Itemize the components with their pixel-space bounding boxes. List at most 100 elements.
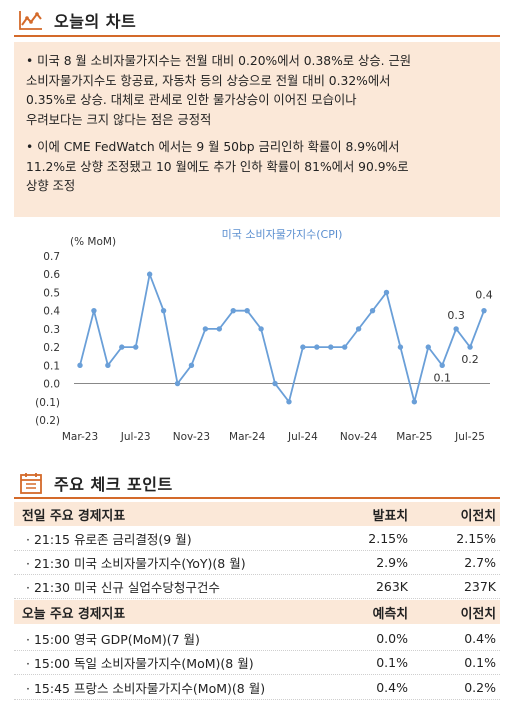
data-label: 0.1 — [433, 371, 451, 384]
summary-panel: • 미국 8 월 소비자물가지수는 전월 대비 0.20%에서 0.38%로 상… — [14, 42, 500, 217]
actual-value: 2.15% — [368, 531, 408, 546]
actual-value: 263K — [375, 579, 408, 594]
header-actual: 발표치 — [372, 508, 408, 524]
indicator-name: · 21:30 미국 소비자물가지수(YoY)(8 월) — [26, 556, 246, 571]
previous-value: 0.1% — [464, 655, 496, 670]
summary-bullet-cpi: • 미국 8 월 소비자물가지수는 전월 대비 0.20%에서 0.38%로 상… — [26, 52, 496, 130]
header-indicator: 오늘 주요 경제지표 — [22, 606, 126, 622]
bullet-line: 우려보다는 크지 않다는 점은 긍정적 — [26, 112, 212, 127]
data-label: 0.3 — [447, 309, 465, 322]
indicator-name: · 21:15 유로존 금리결정(9 월) — [26, 532, 192, 547]
section-title: 주요 체크 포인트 — [54, 475, 173, 494]
x-tick-label: Mar-25 — [396, 431, 432, 443]
chart-title: 미국 소비자물가지수(CPI) — [222, 228, 343, 241]
x-tick-label: Jul-23 — [120, 431, 151, 443]
data-point — [105, 362, 111, 369]
indicator-name: · 15:00 독일 소비자물가지수(MoM)(8 월) — [26, 656, 254, 671]
bullet-line: • 이에 CME FedWatch 에서는 9 월 50bp 금리인하 확률이 … — [26, 140, 400, 154]
y-tick-label: 0.0 — [43, 379, 60, 391]
table-row: · 21:30 미국 신규 실업수당청구건수 263K 237K — [14, 575, 500, 599]
y-tick-label: 0.5 — [43, 287, 60, 299]
section-header-checkpoints: 주요 체크 포인트 — [18, 471, 173, 495]
data-point — [341, 344, 348, 350]
indicator-name: · 15:00 영국 GDP(MoM)(7 월) — [26, 632, 200, 647]
x-tick-label: Jul-24 — [287, 431, 318, 443]
data-point — [467, 344, 473, 350]
y-tick-label: 0.6 — [43, 269, 60, 281]
data-point — [369, 307, 376, 314]
section-divider — [14, 497, 500, 499]
data-point — [202, 326, 209, 332]
previous-value: 2.7% — [464, 555, 496, 570]
bullet-line: 상향 조정 — [26, 179, 76, 194]
cpi-series-line — [79, 270, 485, 404]
bullet-line: 11.2%로 상향 조정됐고 10 월에도 추가 인하 확률이 81%에서 90… — [26, 159, 409, 174]
bullet-line: • 미국 8 월 소비자물가지수는 전월 대비 0.20%에서 0.38%로 상… — [26, 54, 412, 68]
data-point — [314, 344, 320, 350]
data-point — [91, 307, 97, 314]
x-tick-label: Jul-25 — [454, 431, 485, 443]
header-forecast: 예측치 — [372, 606, 408, 622]
y-tick-label: (0.2) — [35, 415, 60, 427]
section-divider — [14, 35, 500, 37]
section-title: 오늘의 차트 — [54, 12, 137, 31]
data-point — [481, 307, 487, 314]
data-point — [439, 362, 445, 369]
table-row: · 15:45 프랑스 소비자물가지수(MoM)(8 월) 0.4% 0.2% — [14, 676, 500, 700]
previous-value: 237K — [463, 579, 496, 594]
data-point — [146, 271, 153, 277]
previous-day-indicators-table: 전일 주요 경제지표 발표치 이전치 · 21:15 유로존 금리결정(9 월)… — [14, 500, 500, 602]
today-indicators-table: 오늘 주요 경제지표 예측치 이전치 · 15:00 영국 GDP(MoM)(7… — [14, 600, 500, 705]
data-point — [425, 344, 431, 350]
indicator-name: · 21:30 미국 신규 실업수당청구건수 — [26, 580, 220, 595]
y-tick-label: 0.4 — [43, 306, 60, 318]
data-point — [230, 307, 236, 314]
table-row: · 21:30 미국 소비자물가지수(YoY)(8 월) 2.9% 2.7% — [14, 551, 500, 575]
data-point — [328, 344, 334, 350]
y-tick-label: 0.1 — [43, 360, 60, 372]
x-tick-label: Mar-24 — [229, 431, 266, 443]
y-tick-label: 0.2 — [43, 342, 60, 354]
actual-value: 2.9% — [376, 555, 408, 570]
forecast-value: 0.4% — [376, 680, 408, 695]
data-label: 0.4 — [475, 289, 493, 302]
indicator-name: · 15:45 프랑스 소비자물가지수(MoM)(8 월) — [26, 681, 266, 696]
data-point — [300, 344, 306, 350]
calendar-checklist-icon — [20, 473, 42, 494]
section-header-today-chart: 오늘의 차트 — [18, 8, 136, 32]
x-tick-label: Nov-23 — [173, 431, 210, 443]
data-point — [397, 344, 404, 350]
bullet-line: 0.35%로 상승. 대체로 관세로 인한 물가상승이 이어진 모습이나 — [26, 93, 357, 108]
table-row: · 21:15 유로존 금리결정(9 월) 2.15% 2.15% — [14, 527, 500, 551]
data-point — [216, 326, 223, 332]
data-point — [272, 380, 278, 387]
line-chart-icon — [19, 11, 42, 30]
table-header-row: 전일 주요 경제지표 발표치 이전치 — [14, 502, 500, 526]
data-point — [160, 307, 167, 314]
data-point — [174, 380, 181, 387]
data-point — [355, 326, 362, 332]
x-tick-label: Mar-23 — [62, 431, 98, 443]
y-tick-label: (0.1) — [35, 397, 60, 409]
header-previous: 이전치 — [460, 606, 496, 622]
header-previous: 이전치 — [460, 508, 496, 524]
data-point — [258, 326, 264, 332]
x-tick-label: Nov-24 — [340, 431, 378, 443]
data-point — [453, 326, 459, 332]
table-row: · 15:00 독일 소비자물가지수(MoM)(8 월) 0.1% 0.1% — [14, 651, 500, 675]
data-point — [286, 399, 292, 405]
data-point — [188, 362, 195, 369]
previous-value: 0.2% — [464, 680, 496, 695]
data-point — [119, 344, 125, 350]
forecast-value: 0.1% — [376, 655, 408, 670]
y-tick-label: 0.7 — [43, 251, 60, 263]
data-point — [244, 307, 250, 314]
summary-bullet-fedwatch: • 이에 CME FedWatch 에서는 9 월 50bp 금리인하 확률이 … — [26, 138, 496, 197]
header-indicator: 전일 주요 경제지표 — [22, 508, 126, 524]
cpi-line-chart: 미국 소비자물가지수(CPI) (% MoM) 0.7 0.6 0.5 0.4 0.3 0.2… — [35, 228, 493, 443]
y-tick-label: 0.3 — [43, 324, 60, 336]
bullet-line: 소비자물가지수도 항공료, 자동차 등의 상승으로 전월 대비 0.32%에서 — [26, 73, 391, 88]
previous-value: 2.15% — [456, 531, 496, 546]
table-header-row: 오늘 주요 경제지표 예측치 이전치 — [14, 600, 500, 624]
forecast-value: 0.0% — [376, 631, 408, 646]
